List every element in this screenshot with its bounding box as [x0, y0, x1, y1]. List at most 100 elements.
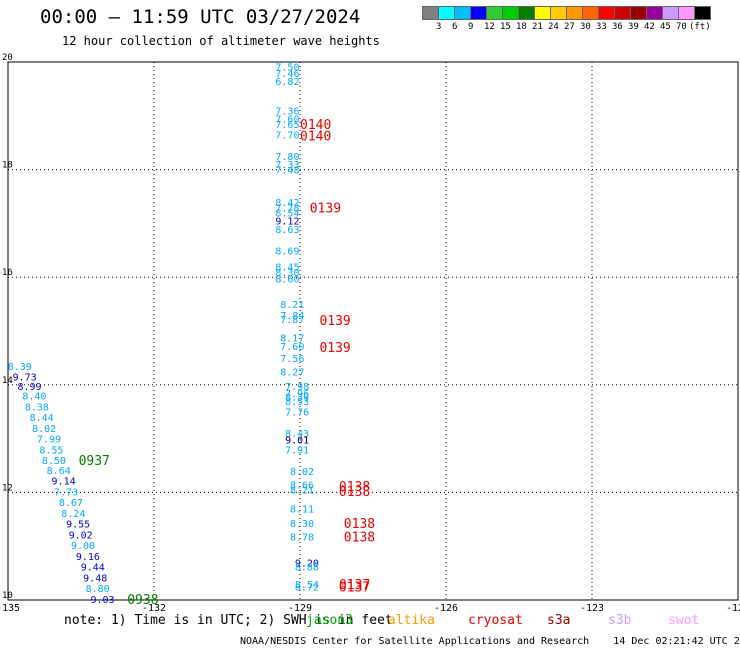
wave-height-value: 8.63 [275, 225, 299, 236]
wave-height-value: 8.88 [295, 563, 319, 574]
map-frame [7, 61, 739, 601]
scale-label: 27 [564, 22, 575, 32]
wave-height-value: 9.00 [71, 541, 95, 552]
pass-time-label: 0139 [319, 314, 350, 329]
wave-height-value: 7.50 [275, 62, 299, 73]
wave-height-value: 8.66 [290, 480, 314, 491]
wave-height-value: 7.96 [285, 389, 309, 400]
wave-height-value: 8.24 [61, 509, 85, 520]
wave-height-value: 8.44 [30, 413, 54, 424]
wave-height-value: 7.84 [280, 311, 304, 322]
scale-label: 9 [468, 22, 474, 32]
longitude-tick-label: -129 [288, 603, 312, 614]
pass-time-label: 0139 [319, 341, 350, 356]
scale-label: 6 [452, 22, 458, 32]
longitude-tick-label: -123 [580, 603, 604, 614]
legend-item-swot: swot [668, 613, 700, 628]
wave-height-value: 7.70 [275, 131, 299, 142]
wave-height-value: 8.38 [25, 402, 49, 413]
scale-swatch [694, 6, 711, 20]
latitude-tick-label: 20 [2, 53, 13, 63]
wave-height-value: 8.54 [295, 580, 319, 591]
wave-height-value: 8.60 [275, 274, 299, 285]
latitude-tick-label: 18 [2, 161, 13, 171]
longitude-tick-label: -120 [726, 603, 740, 614]
wave-height-value: 7.46 [275, 69, 299, 80]
wave-height-value: 8.54 [275, 209, 299, 220]
scale-label: (ft) [689, 22, 711, 32]
wave-height-value: 8.30 [275, 268, 299, 279]
wave-height-value: 7.60 [280, 342, 304, 353]
wave-height-value: 9.44 [81, 563, 105, 574]
wave-height-value: 7.48 [275, 166, 299, 177]
scale-label: 18 [516, 22, 527, 32]
wave-height-value: 7.78 [275, 203, 299, 214]
pass-time-label: 0138 [339, 480, 370, 495]
pass-time-label: 0938 [127, 593, 158, 608]
pass-time-label: 0138 [339, 485, 370, 500]
pass-time-label: 0139 [310, 201, 341, 216]
wave-height-value: 8.40 [22, 392, 46, 403]
wave-height-value: 9.48 [83, 573, 107, 584]
longitude-tick-label: -132 [142, 603, 166, 614]
legend-item-cryosat: cryosat [468, 613, 523, 628]
wave-height-value: 9.14 [52, 477, 76, 488]
wave-height-value: 7.80 [275, 152, 299, 163]
legend-item-altika: altika [388, 613, 435, 628]
wave-height-value: 9.12 [275, 217, 299, 228]
wave-height-value: 7.91 [285, 445, 309, 456]
scale-label: 42 [644, 22, 655, 32]
footer-credit: NOAA/NESDIS Center for Satellite Applica… [240, 636, 740, 647]
scale-label: 12 [484, 22, 495, 32]
pass-time-label: 0137 [339, 578, 370, 593]
wave-height-value: 7.98 [285, 382, 309, 393]
wave-height-value: 8.72 [295, 583, 319, 594]
scale-label: 45 [660, 22, 671, 32]
pass-time-label: 0137 [339, 581, 370, 596]
wave-height-value: 8.69 [275, 246, 299, 257]
wave-height-value: 9.16 [76, 552, 100, 563]
wave-height-value: 8.80 [86, 584, 110, 595]
scale-label: 36 [612, 22, 623, 32]
wave-height-value: 7.73 [54, 487, 78, 498]
credit-text: NOAA/NESDIS Center for Satellite Applica… [240, 636, 590, 647]
pass-time-label: 0138 [344, 531, 375, 546]
latitude-tick-label: 14 [2, 376, 13, 386]
wave-height-value: 9.55 [66, 520, 90, 531]
legend-item-s3a: s3a [547, 613, 571, 628]
wave-height-value: 8.99 [17, 382, 41, 393]
wave-height-value: 8.43 [285, 429, 309, 440]
map-subtitle: 12 hour collection of altimeter wave hei… [62, 34, 380, 48]
wave-height-color-scale [422, 6, 711, 20]
wave-height-value: 7.99 [37, 435, 61, 446]
scale-label: 15 [500, 22, 511, 32]
pass-time-label: 0140 [300, 130, 331, 145]
wave-height-value: 8.67 [59, 498, 83, 509]
scale-label: 21 [532, 22, 543, 32]
wave-height-value: 6.82 [275, 77, 299, 88]
scale-label: 39 [628, 22, 639, 32]
wave-height-value: 7.33 [275, 160, 299, 171]
wave-height-value: 7.60 [275, 114, 299, 125]
map-title: 00:00 – 11:59 UTC 03/27/2024 [40, 6, 361, 28]
wave-height-value: 8.50 [42, 456, 66, 467]
pass-time-label: 0937 [79, 454, 110, 469]
wave-height-value: 8.53 [285, 397, 309, 408]
wave-height-value: 8.42 [275, 198, 299, 209]
longitude-tick-label: -126 [434, 603, 458, 614]
scale-label: 3 [436, 22, 442, 32]
pass-time-label: 0140 [300, 118, 331, 133]
wave-height-value: 7.56 [280, 354, 304, 365]
wave-height-value: 9.01 [285, 436, 309, 447]
wave-height-value: 8.02 [32, 424, 56, 435]
pass-time-label: 0138 [344, 517, 375, 532]
wave-height-value: 9.03 [90, 595, 114, 606]
wave-height-value: 8.27 [280, 367, 304, 378]
legend-item-jason3: jason3 [306, 613, 353, 628]
wave-height-value: 7.36 [275, 106, 299, 117]
wave-height-value: 7.87 [280, 315, 304, 326]
wave-height-value: 8.02 [290, 467, 314, 478]
timestamp-text: 14 Dec 02:21:42 UTC 2024 [613, 636, 740, 647]
wave-height-value: 8.17 [280, 333, 304, 344]
